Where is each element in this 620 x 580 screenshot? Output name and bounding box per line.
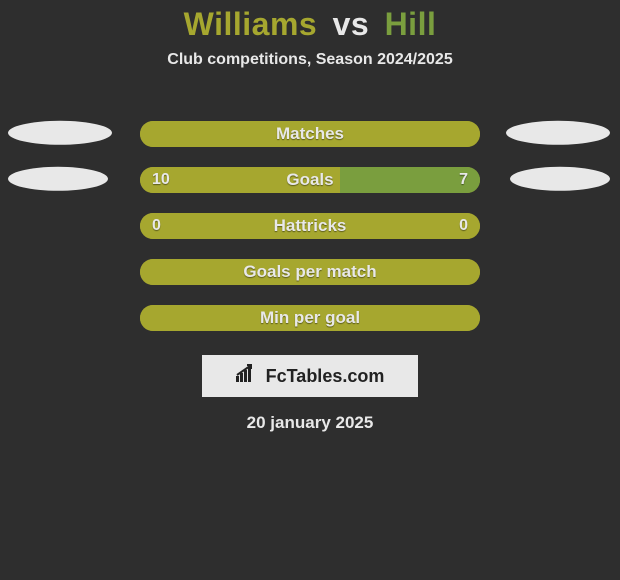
stat-bar: Goals per match	[140, 259, 480, 285]
subtitle: Club competitions, Season 2024/2025	[0, 51, 620, 69]
date-label: 20 january 2025	[0, 413, 620, 433]
bar-fill-right	[340, 167, 480, 193]
logo-text: FcTables.com	[266, 366, 385, 387]
stat-bar: Hattricks00	[140, 213, 480, 239]
page-title: Williams vs Hill	[0, 0, 620, 43]
stat-row: Matches	[0, 111, 620, 157]
left-ellipse	[8, 121, 112, 145]
stat-bar: Matches	[140, 121, 480, 147]
player1-name: Williams	[184, 6, 318, 42]
bar-chart-icon	[236, 364, 260, 389]
bar-fill-left	[140, 305, 480, 331]
stat-row: Goals107	[0, 157, 620, 203]
bar-fill-left	[140, 259, 480, 285]
stats-area: Matches Goals107 Hattricks00 Goals per matc…	[0, 111, 620, 341]
stat-row: Goals per match	[0, 249, 620, 295]
bar-fill-left	[140, 121, 480, 147]
left-ellipse	[8, 167, 108, 191]
bar-fill-left	[140, 213, 480, 239]
player2-name: Hill	[385, 6, 437, 42]
right-ellipse	[506, 121, 610, 145]
right-ellipse	[510, 167, 610, 191]
stat-bar: Goals107	[140, 167, 480, 193]
stat-row: Hattricks00	[0, 203, 620, 249]
bar-fill-left	[140, 167, 340, 193]
vs-separator: vs	[333, 6, 370, 42]
stat-row: Min per goal	[0, 295, 620, 341]
stat-bar: Min per goal	[140, 305, 480, 331]
logo-box: FcTables.com	[202, 355, 418, 397]
